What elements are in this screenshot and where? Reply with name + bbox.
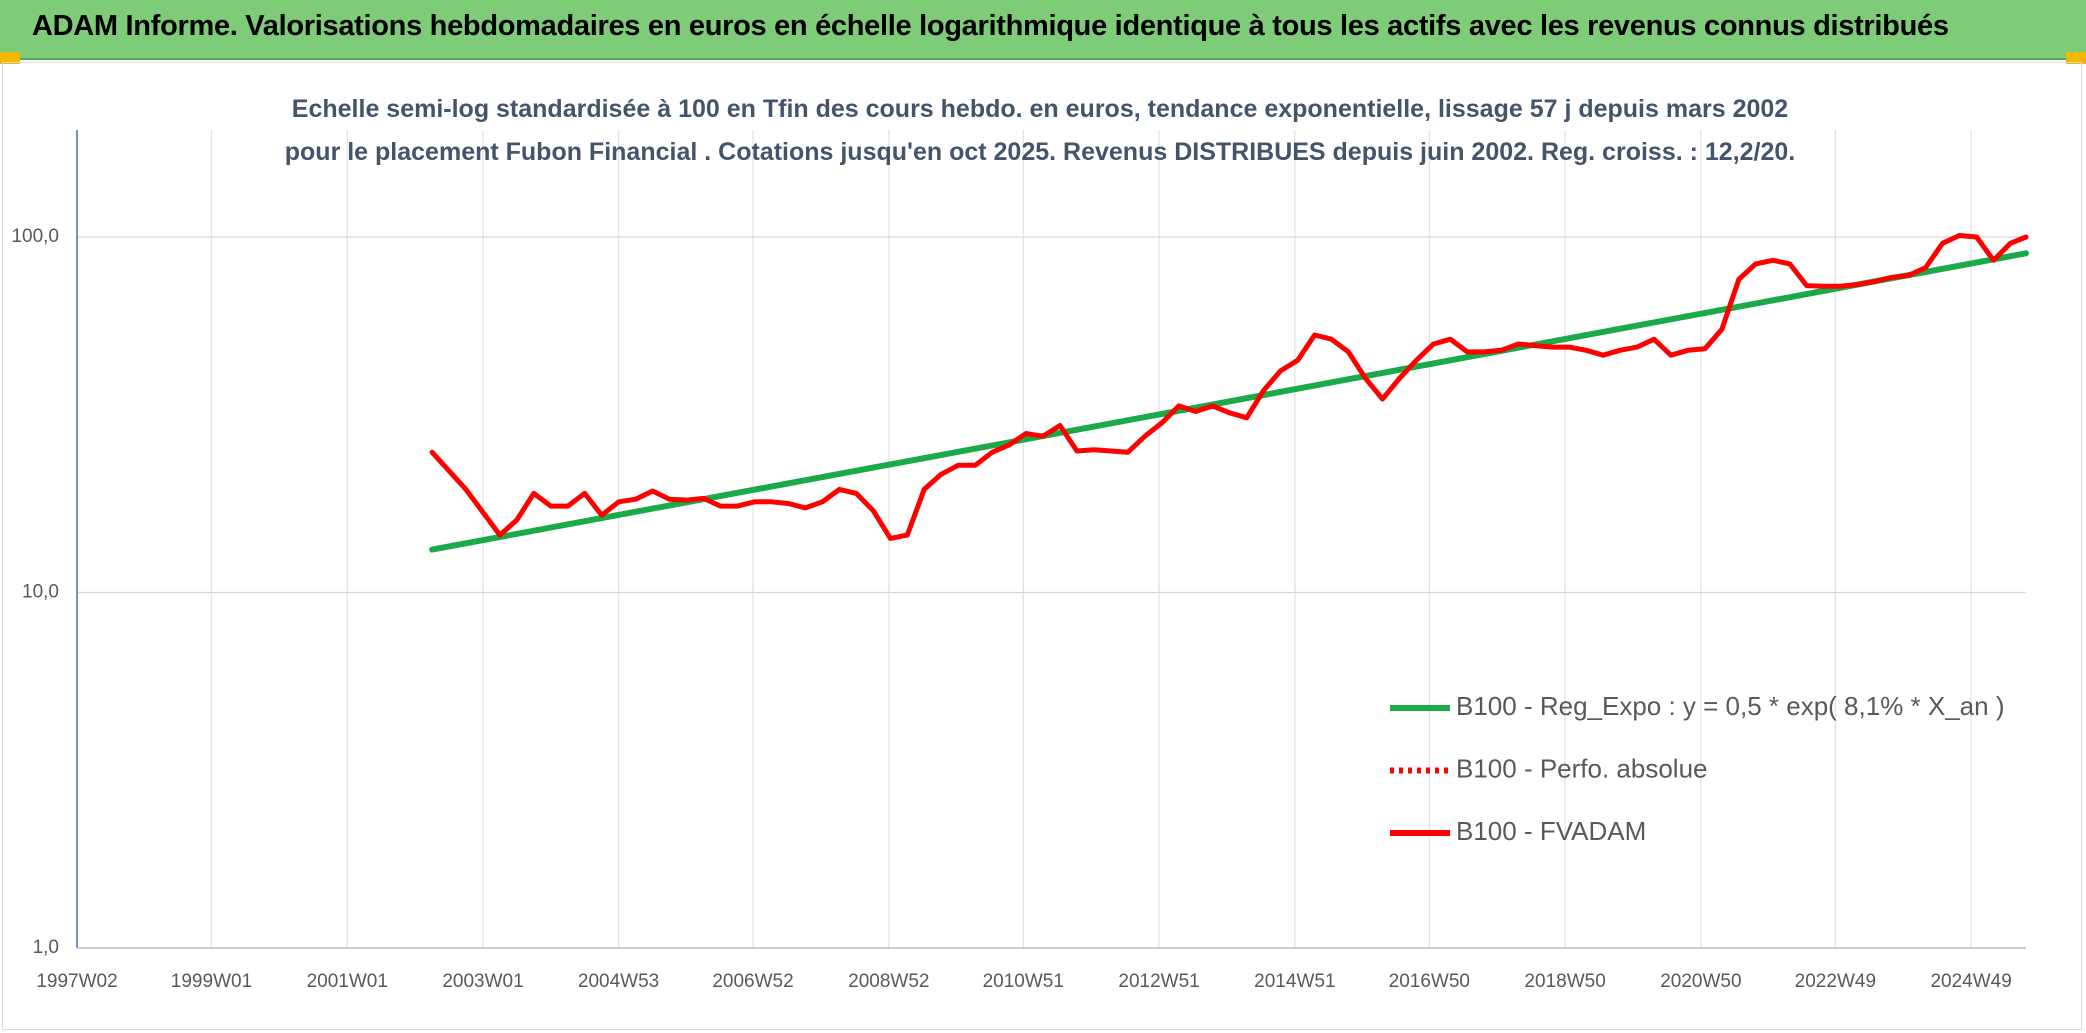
x-tick-label: 1997W02 — [36, 971, 117, 992]
legend-label: B100 - Reg_Expo : y = 0,5 * exp( 8,1% * … — [1456, 691, 2005, 721]
legend-label: B100 - Perfo. absolue — [1456, 753, 1708, 783]
x-tick-label: 2016W50 — [1389, 971, 1470, 992]
corner-mark — [0, 52, 20, 64]
chart-title: ADAM Informe. Valorisations hebdomadaire… — [32, 10, 1949, 42]
y-tick-label: 10,0 — [22, 582, 59, 603]
x-tick-label: 2012W51 — [1118, 971, 1199, 992]
series-line — [429, 233, 2029, 541]
x-tick-label: 2022W49 — [1795, 971, 1876, 992]
header-bar: ADAM Informe. Valorisations hebdomadaire… — [0, 0, 2086, 60]
x-tick-label: 2018W50 — [1524, 971, 1605, 992]
x-tick-label: 2010W51 — [983, 971, 1064, 992]
corner-mark — [2066, 52, 2086, 64]
x-tick-label: 2006W52 — [712, 971, 793, 992]
x-tick-label: 2003W01 — [442, 971, 523, 992]
x-tick-label: 1999W01 — [171, 971, 252, 992]
y-tick-label: 1,0 — [33, 937, 59, 958]
y-tick-label: 100,0 — [11, 226, 59, 247]
x-tick-label: 2024W49 — [1930, 971, 2011, 992]
x-tick-label: 2008W52 — [848, 971, 929, 992]
chart-subtitle: Echelle semi-log standardisée à 100 en T… — [284, 95, 1796, 166]
x-tick-label: 2004W53 — [578, 971, 659, 992]
series-line — [430, 233, 2028, 541]
x-tick-label: 2001W01 — [307, 971, 388, 992]
series-line — [429, 250, 2029, 553]
legend-label: B100 - FVADAM — [1456, 816, 1646, 846]
x-tick-label: 2020W50 — [1660, 971, 1741, 992]
x-tick-label: 2014W51 — [1254, 971, 1335, 992]
chart-panel — [2, 62, 2082, 1030]
